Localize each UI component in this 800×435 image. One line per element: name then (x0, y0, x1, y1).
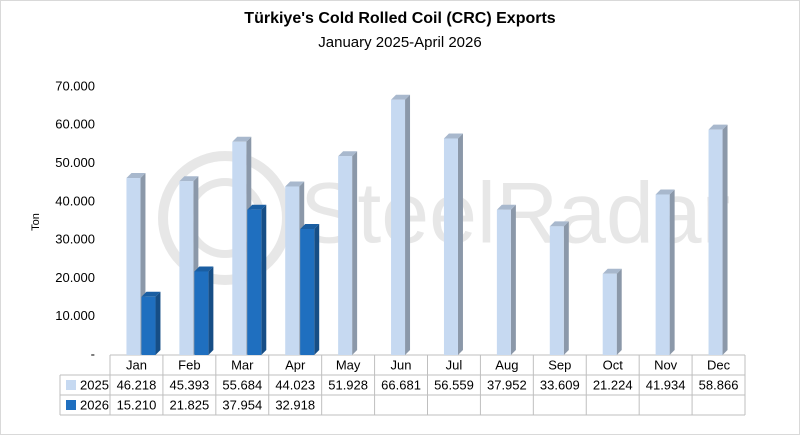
table-value: 44.023 (275, 377, 315, 392)
table-value: 58.866 (699, 377, 739, 392)
x-tick-label: Aug (495, 357, 518, 372)
y-tick-label: 60.000 (55, 117, 95, 132)
bar-side (314, 223, 320, 355)
y-tick-label: 30.000 (55, 232, 95, 247)
bar-side (722, 124, 728, 355)
table-value: 21.224 (593, 377, 633, 392)
bar (549, 226, 564, 355)
legend-label: 2026 (80, 397, 109, 412)
bar-top (247, 204, 267, 210)
x-tick-label: Jan (126, 357, 147, 372)
table-value: 66.681 (381, 377, 421, 392)
x-tick-label: Sep (548, 357, 571, 372)
table-value: 45.393 (169, 377, 209, 392)
table-value: 32.918 (275, 397, 315, 412)
bar-side (405, 94, 411, 355)
bar-top (179, 176, 199, 182)
chart-title: Türkiye's Cold Rolled Coil (CRC) Exports (244, 10, 555, 27)
y-tick-label: 20.000 (55, 270, 95, 285)
bar (300, 228, 315, 355)
table-value: 51.928 (328, 377, 368, 392)
bar (285, 186, 300, 355)
bar (141, 296, 156, 355)
table-value: 55.684 (222, 377, 262, 392)
bar (179, 181, 194, 355)
x-tick-label: Nov (654, 357, 678, 372)
x-tick-label: Jun (391, 357, 412, 372)
x-tick-label: Mar (231, 357, 254, 372)
table-value: 37.952 (487, 377, 527, 392)
bar (194, 271, 209, 355)
legend-label: 2025 (80, 377, 109, 392)
bar (708, 129, 723, 355)
bar-side (616, 268, 622, 355)
bar-side (208, 266, 214, 355)
bar-top (285, 181, 305, 187)
x-tick-label: Oct (603, 357, 624, 372)
legend-swatch (66, 400, 76, 410)
bar (655, 194, 670, 355)
bar-side (510, 204, 516, 355)
bar-side (457, 133, 463, 355)
chart-subtitle: January 2025-April 2026 (318, 34, 481, 51)
x-tick-label: Apr (285, 357, 306, 372)
table-value: 41.934 (646, 377, 686, 392)
table-value: 33.609 (540, 377, 580, 392)
bar-top (708, 124, 728, 130)
bar-side (155, 291, 161, 355)
bar-top (496, 204, 516, 210)
bar (391, 99, 406, 355)
bar-top (232, 136, 252, 142)
x-tick-label: Feb (178, 357, 200, 372)
bar-top (443, 133, 463, 139)
bar (338, 156, 353, 355)
bar (247, 209, 262, 355)
bar-top (300, 223, 320, 229)
x-tick-label: Jul (446, 357, 463, 372)
bar-top (391, 94, 411, 100)
table-value: 56.559 (434, 377, 474, 392)
bar (443, 138, 458, 355)
table-value: 21.825 (169, 397, 209, 412)
y-tick-label: 10.000 (55, 308, 95, 323)
bar-top (194, 266, 214, 272)
legend-swatch (66, 380, 76, 390)
bar (232, 141, 247, 355)
table-value: 37.954 (222, 397, 262, 412)
table-value: 15.210 (117, 397, 157, 412)
y-tick-label: 70.000 (55, 78, 95, 93)
bar (602, 273, 617, 355)
bar-side (669, 189, 675, 355)
bar-top (655, 189, 675, 195)
bar (126, 178, 141, 355)
y-axis-label: Ton (30, 213, 42, 231)
y-tick-label: - (91, 346, 95, 361)
bar (496, 209, 511, 355)
x-tick-label: Dec (707, 357, 731, 372)
bar-side (563, 221, 569, 355)
y-tick-label: 50.000 (55, 155, 95, 170)
bar-top (602, 268, 622, 274)
bar-top (141, 291, 161, 297)
bar-top (126, 173, 146, 179)
x-tick-label: May (336, 357, 361, 372)
bar-top (549, 221, 569, 227)
bar-side (261, 204, 267, 355)
y-tick-label: 40.000 (55, 193, 95, 208)
bar-side (352, 151, 358, 355)
bar-top (338, 151, 358, 157)
table-value: 46.218 (117, 377, 157, 392)
